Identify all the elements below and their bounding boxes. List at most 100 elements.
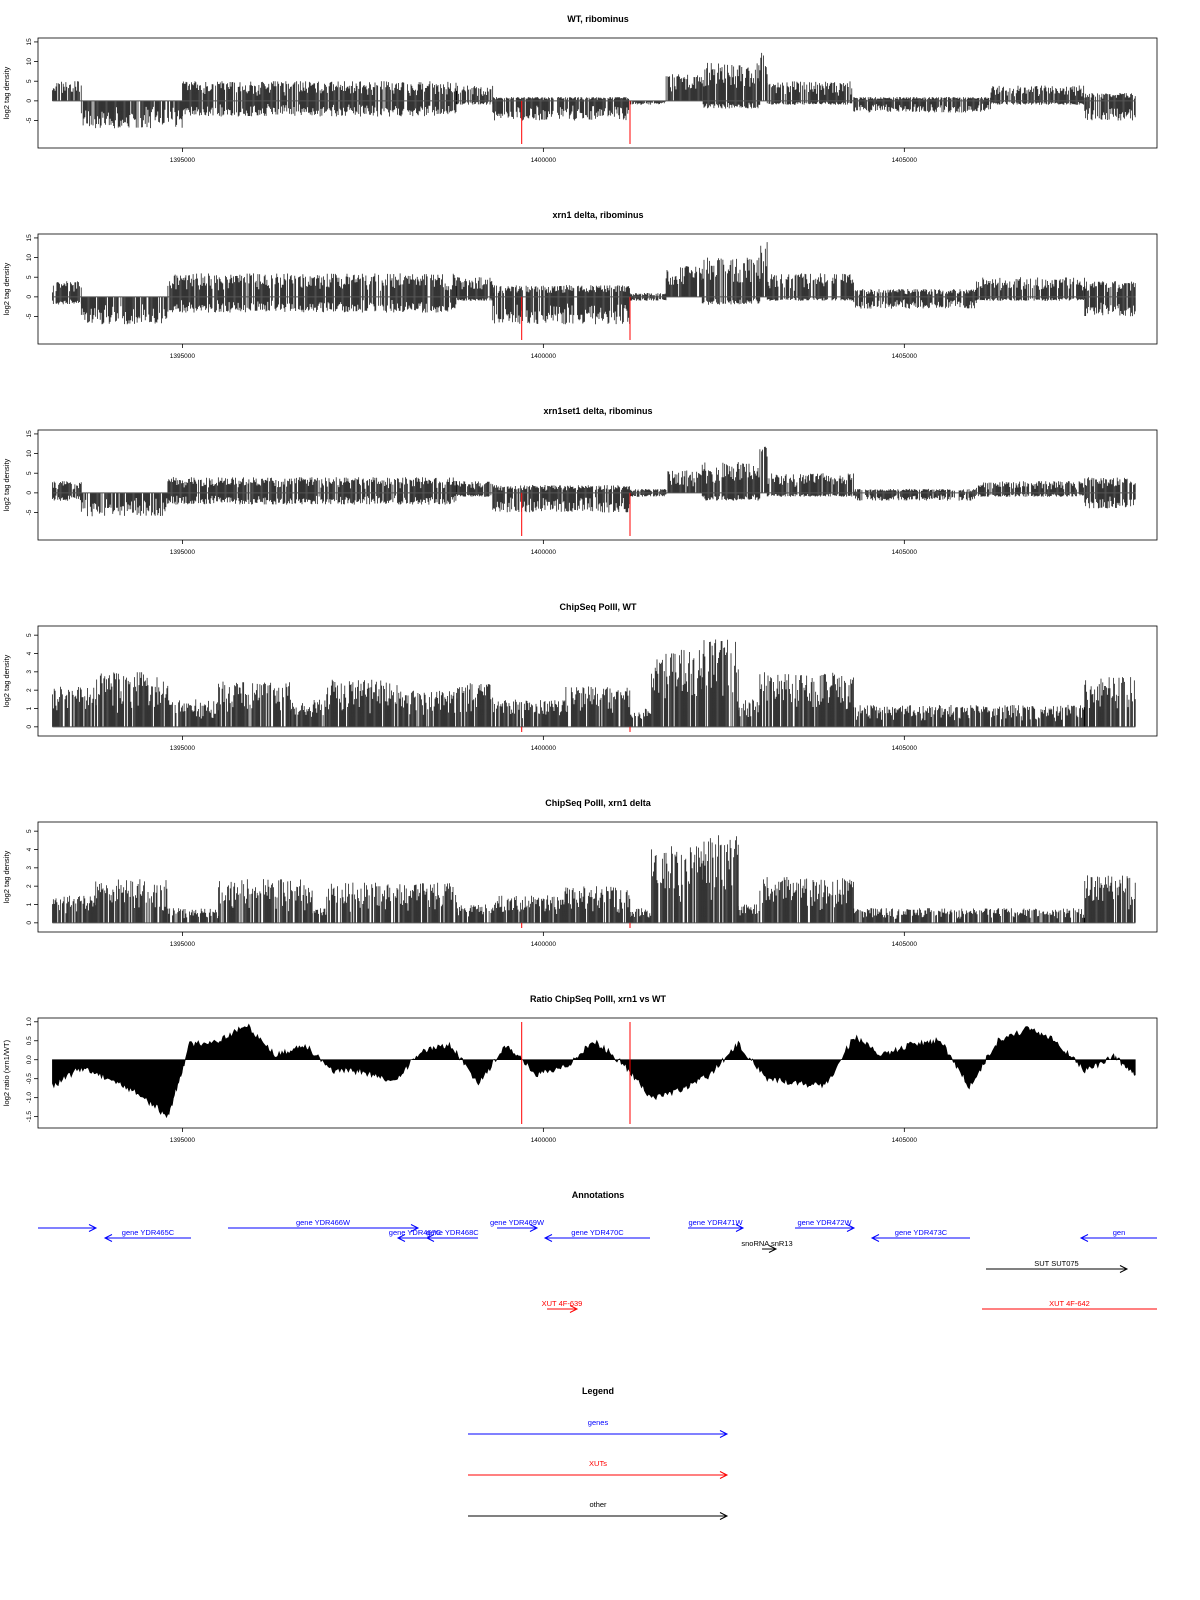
- chart-panel-1: WT, ribominus log2 tag density -5 0 5 10 15 139…: [2, 14, 1158, 164]
- chart-panel-4: ChipSeq PolII, WT log2 tag density 0 1 2 3 4 5 1…: [2, 602, 1158, 752]
- legend-label: XUTs: [589, 1459, 607, 1468]
- y-tick-label: 1.0: [26, 1017, 33, 1026]
- y-tick-label: 15: [26, 38, 33, 46]
- y-tick-label: 0: [26, 491, 33, 495]
- annotation-feature: SUT SUT075: [986, 1259, 1129, 1273]
- y-tick-label: -5: [26, 313, 33, 319]
- feature-arrow-head: [103, 1234, 113, 1242]
- annotation-feature: gene YDR473C: [870, 1228, 970, 1242]
- chart-panel-3: xrn1set1 delta, ribominus log2 tag densit…: [2, 406, 1158, 556]
- y-tick-label: 15: [26, 430, 33, 438]
- feature-arrow-head: [846, 1224, 856, 1232]
- annotation-feature: snoRNA snR13: [741, 1239, 793, 1253]
- y-tick-label: 10: [26, 450, 33, 458]
- feature-arrow-head: [410, 1224, 420, 1232]
- y-tick-label: 0: [26, 99, 33, 103]
- plot-frame: [37, 821, 1158, 933]
- y-tick-label: 5: [26, 79, 33, 83]
- x-tick-label: 1400000: [531, 353, 557, 360]
- y-tick-label: 4: [26, 651, 33, 655]
- y-tick-label: 1: [26, 902, 33, 906]
- x-tick-label: 1405000: [892, 157, 918, 164]
- annotation-feature: gene YDR465C: [103, 1228, 191, 1242]
- annotation-feature: [38, 1224, 98, 1232]
- feature-label: gene YDR467C: [389, 1228, 442, 1237]
- y-axis-label: log2 tag density: [2, 66, 11, 119]
- y-tick-label: 2: [26, 884, 33, 888]
- legend-label: genes: [588, 1418, 609, 1427]
- feature-label: gen: [1113, 1228, 1126, 1237]
- x-tick-label: 1405000: [892, 353, 918, 360]
- y-tick-label: 15: [26, 234, 33, 242]
- feature-arrow-head: [543, 1234, 553, 1242]
- plot-frame: [37, 1017, 1158, 1129]
- y-tick-label: 5: [26, 471, 33, 475]
- feature-label: gene YDR471W: [688, 1218, 743, 1227]
- chart-panel-2: xrn1 delta, ribominus log2 tag density -5 0…: [2, 210, 1158, 360]
- feature-label: gene YDR466W: [296, 1218, 351, 1227]
- y-tick-label: 3: [26, 670, 33, 674]
- y-axis-label: log2 tag density: [2, 850, 11, 903]
- feature-arrow-head: [1079, 1234, 1089, 1242]
- legend-arrow-head: [719, 1430, 729, 1438]
- y-tick-label: 3: [26, 866, 33, 870]
- x-tick-label: 1405000: [892, 549, 918, 556]
- data-bars: [52, 835, 1136, 923]
- x-tick-label: 1395000: [170, 1137, 196, 1144]
- annotation-feature: gene YDR466W: [228, 1218, 420, 1232]
- annotation-feature: XUT 4F-639: [542, 1299, 583, 1313]
- x-tick-label: 1400000: [531, 1137, 557, 1144]
- x-tick-label: 1405000: [892, 941, 918, 948]
- x-tick-label: 1405000: [892, 745, 918, 752]
- y-tick-label: 0.0: [26, 1055, 33, 1064]
- feature-label: SUT SUT075: [1034, 1259, 1078, 1268]
- chart-panel-6: Ratio ChipSeq PolII, xrn1 vs WT log2 rati…: [2, 994, 1158, 1144]
- x-tick-label: 1395000: [170, 157, 196, 164]
- annotations-track: Annotations gene YDR465C gene YDR466W gene …: [38, 1190, 1157, 1313]
- y-tick-label: 4: [26, 847, 33, 851]
- chart-panel-5: ChipSeq PolII, xrn1 delta log2 tag densit…: [2, 798, 1158, 948]
- feature-label: snoRNA snR13: [741, 1239, 792, 1248]
- chart-title: ChipSeq PolII, xrn1 delta: [545, 798, 652, 808]
- annotation-feature: gene YDR471W: [688, 1218, 745, 1232]
- feature-label: gene YDR473C: [895, 1228, 948, 1237]
- feature-label: gene YDR472W: [797, 1218, 852, 1227]
- y-tick-label: 0: [26, 921, 33, 925]
- feature-arrow-head: [870, 1234, 880, 1242]
- annotation-feature: gene YDR469W: [490, 1218, 545, 1232]
- legend-title: Legend: [582, 1386, 614, 1396]
- feature-label: XUT 4F-642: [1049, 1299, 1090, 1308]
- feature-arrow-head: [768, 1245, 778, 1253]
- y-tick-label: 5: [26, 275, 33, 279]
- y-tick-label: 10: [26, 58, 33, 66]
- legend-arrow-head: [719, 1512, 729, 1520]
- x-tick-label: 1395000: [170, 353, 196, 360]
- chart-title: xrn1 delta, ribominus: [552, 210, 643, 220]
- x-tick-label: 1400000: [531, 745, 557, 752]
- data-bars: [52, 639, 1136, 727]
- y-tick-label: 0: [26, 295, 33, 299]
- feature-label: gene YDR469W: [490, 1218, 545, 1227]
- feature-label: XUT 4F-639: [542, 1299, 583, 1308]
- y-axis-label: log2 ratio (xrn1/WT): [2, 1039, 11, 1106]
- y-tick-label: 0.5: [26, 1036, 33, 1045]
- y-tick-label: -5: [26, 509, 33, 515]
- feature-label: gene YDR465C: [122, 1228, 175, 1237]
- legend-item: other: [468, 1500, 729, 1520]
- feature-arrow-head: [396, 1234, 406, 1242]
- y-tick-label: -5: [26, 117, 33, 123]
- y-tick-label: 1: [26, 706, 33, 710]
- chart-title: WT, ribominus: [567, 14, 629, 24]
- y-tick-label: 5: [26, 829, 33, 833]
- legend: Legend genes XUTs other: [468, 1386, 729, 1520]
- y-tick-label: -0.5: [26, 1073, 33, 1085]
- annotations-title: Annotations: [572, 1190, 625, 1200]
- legend-item: XUTs: [468, 1459, 729, 1479]
- annotation-feature: gene YDR472W: [795, 1218, 856, 1232]
- chart-title: xrn1set1 delta, ribominus: [543, 406, 652, 416]
- feature-arrow-head: [88, 1224, 98, 1232]
- annotation-feature: gen: [1079, 1228, 1157, 1242]
- ratio-area: [52, 1023, 1136, 1119]
- legend-item: genes: [468, 1418, 729, 1438]
